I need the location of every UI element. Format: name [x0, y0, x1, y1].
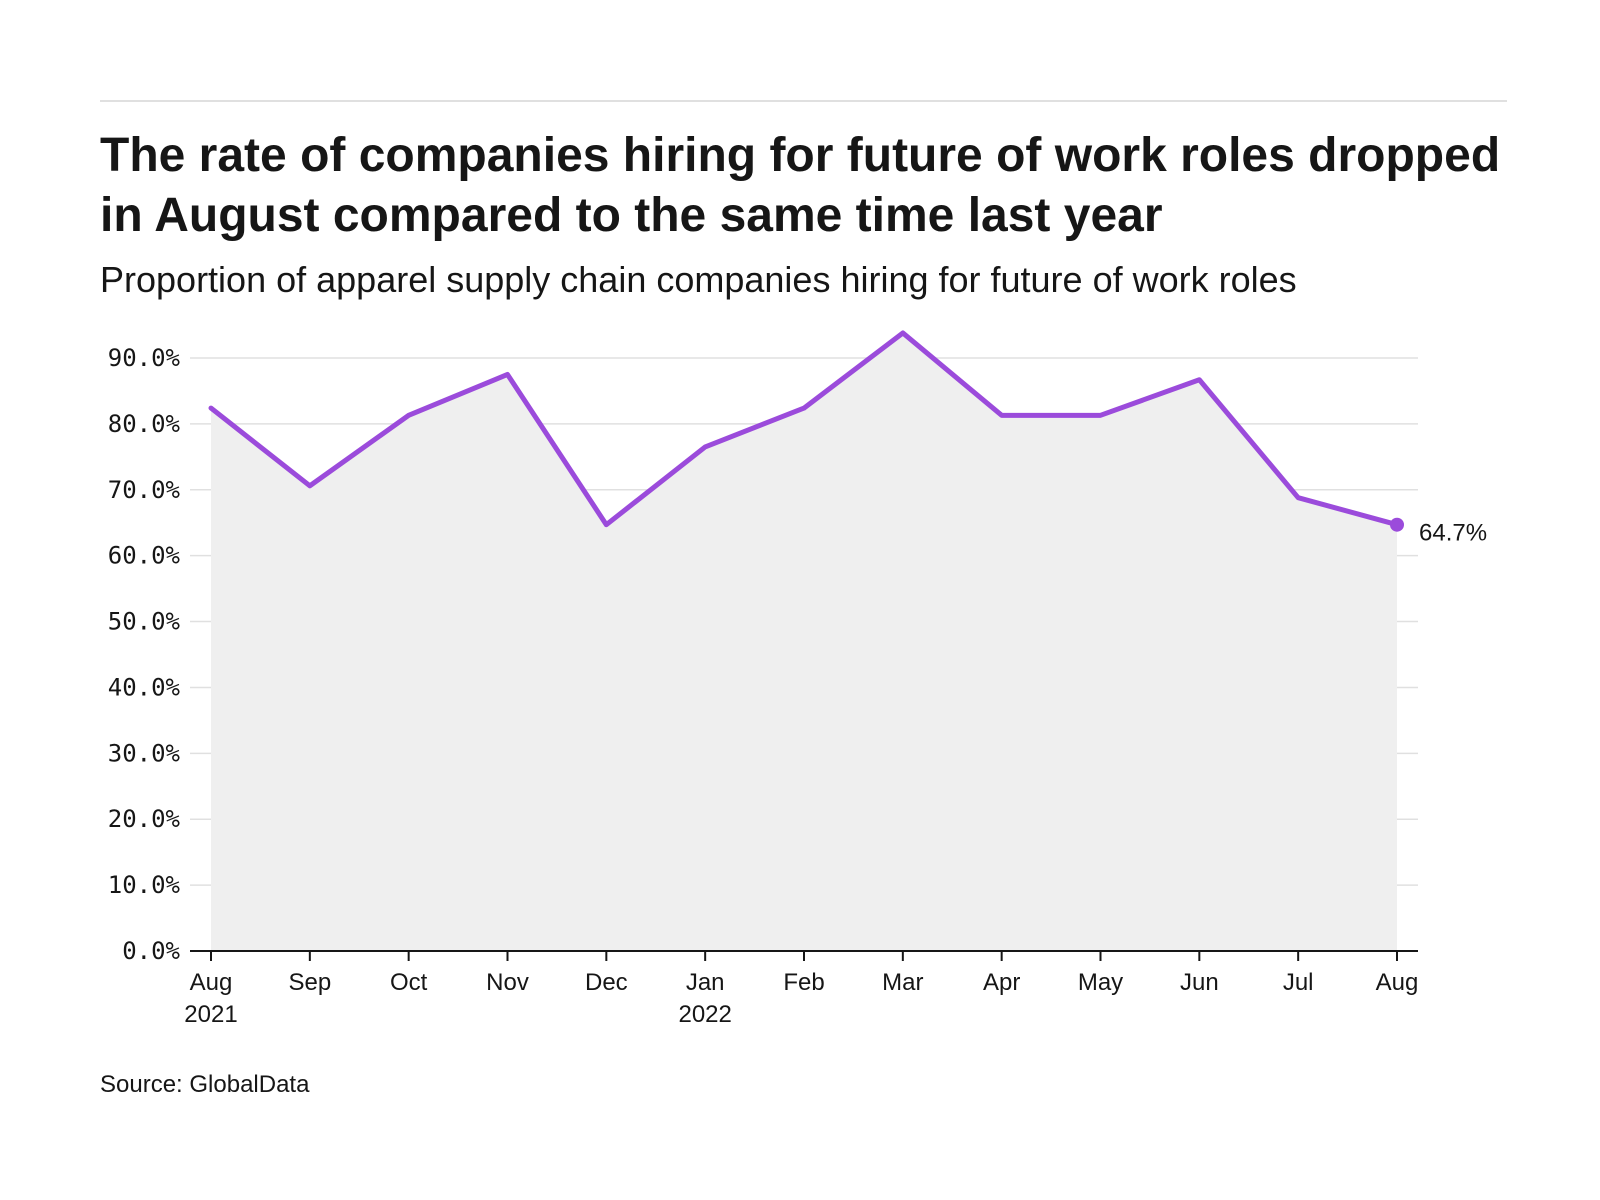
x-tick-label: Aug 2021 [184, 969, 237, 1028]
y-tick-label: 50.0% [108, 608, 181, 636]
area-under-line [211, 332, 1397, 951]
chart-subtitle: Proportion of apparel supply chain compa… [100, 259, 1297, 300]
x-axis: Aug 2021 Sep Oct Nov Dec Jan 2022 Feb Mar Apr May Ju… [184, 950, 1419, 1028]
y-tick-label: 0.0% [122, 937, 180, 965]
y-tick-label: 30.0% [108, 739, 181, 767]
y-tick-label: 40.0% [108, 673, 181, 701]
end-value-label: 64.7% [1419, 520, 1487, 547]
x-tick-label: Aug [1376, 969, 1419, 996]
y-tick-label: 90.0% [108, 344, 181, 372]
chart-title: The rate of companies hiring for future … [100, 129, 1501, 242]
y-axis: 0.0% 10.0% 20.0% 30.0% 40.0% 50.0% 60.0% 70.0% 8… [108, 344, 181, 965]
x-tick-label: Jan 2022 [678, 969, 731, 1028]
end-point-marker [1390, 517, 1404, 532]
area-fill [211, 332, 1397, 951]
x-tick-label: May [1078, 969, 1123, 996]
x-tick-label: Mar [882, 969, 923, 996]
x-tick-label: Sep [288, 969, 331, 996]
x-tick-label: Nov [486, 969, 529, 996]
x-tick-label: Oct [390, 969, 428, 996]
source-note: Source: GlobalData [100, 1071, 310, 1098]
y-tick-label: 20.0% [108, 805, 181, 833]
x-tick-label: Dec [585, 969, 628, 996]
x-tick-label: Jul [1283, 969, 1314, 996]
y-tick-label: 70.0% [108, 476, 181, 504]
y-tick-label: 60.0% [108, 542, 181, 570]
x-tick-label: Feb [783, 969, 824, 996]
y-tick-label: 10.0% [108, 871, 181, 899]
series-line [208, 330, 1400, 528]
data-labels: 64.7% [1419, 520, 1487, 547]
series [208, 330, 1404, 532]
x-tick-label: Apr [983, 969, 1020, 996]
x-tick-label: Jun [1180, 969, 1219, 996]
y-tick-label: 80.0% [108, 410, 181, 438]
top-divider [100, 100, 1507, 102]
